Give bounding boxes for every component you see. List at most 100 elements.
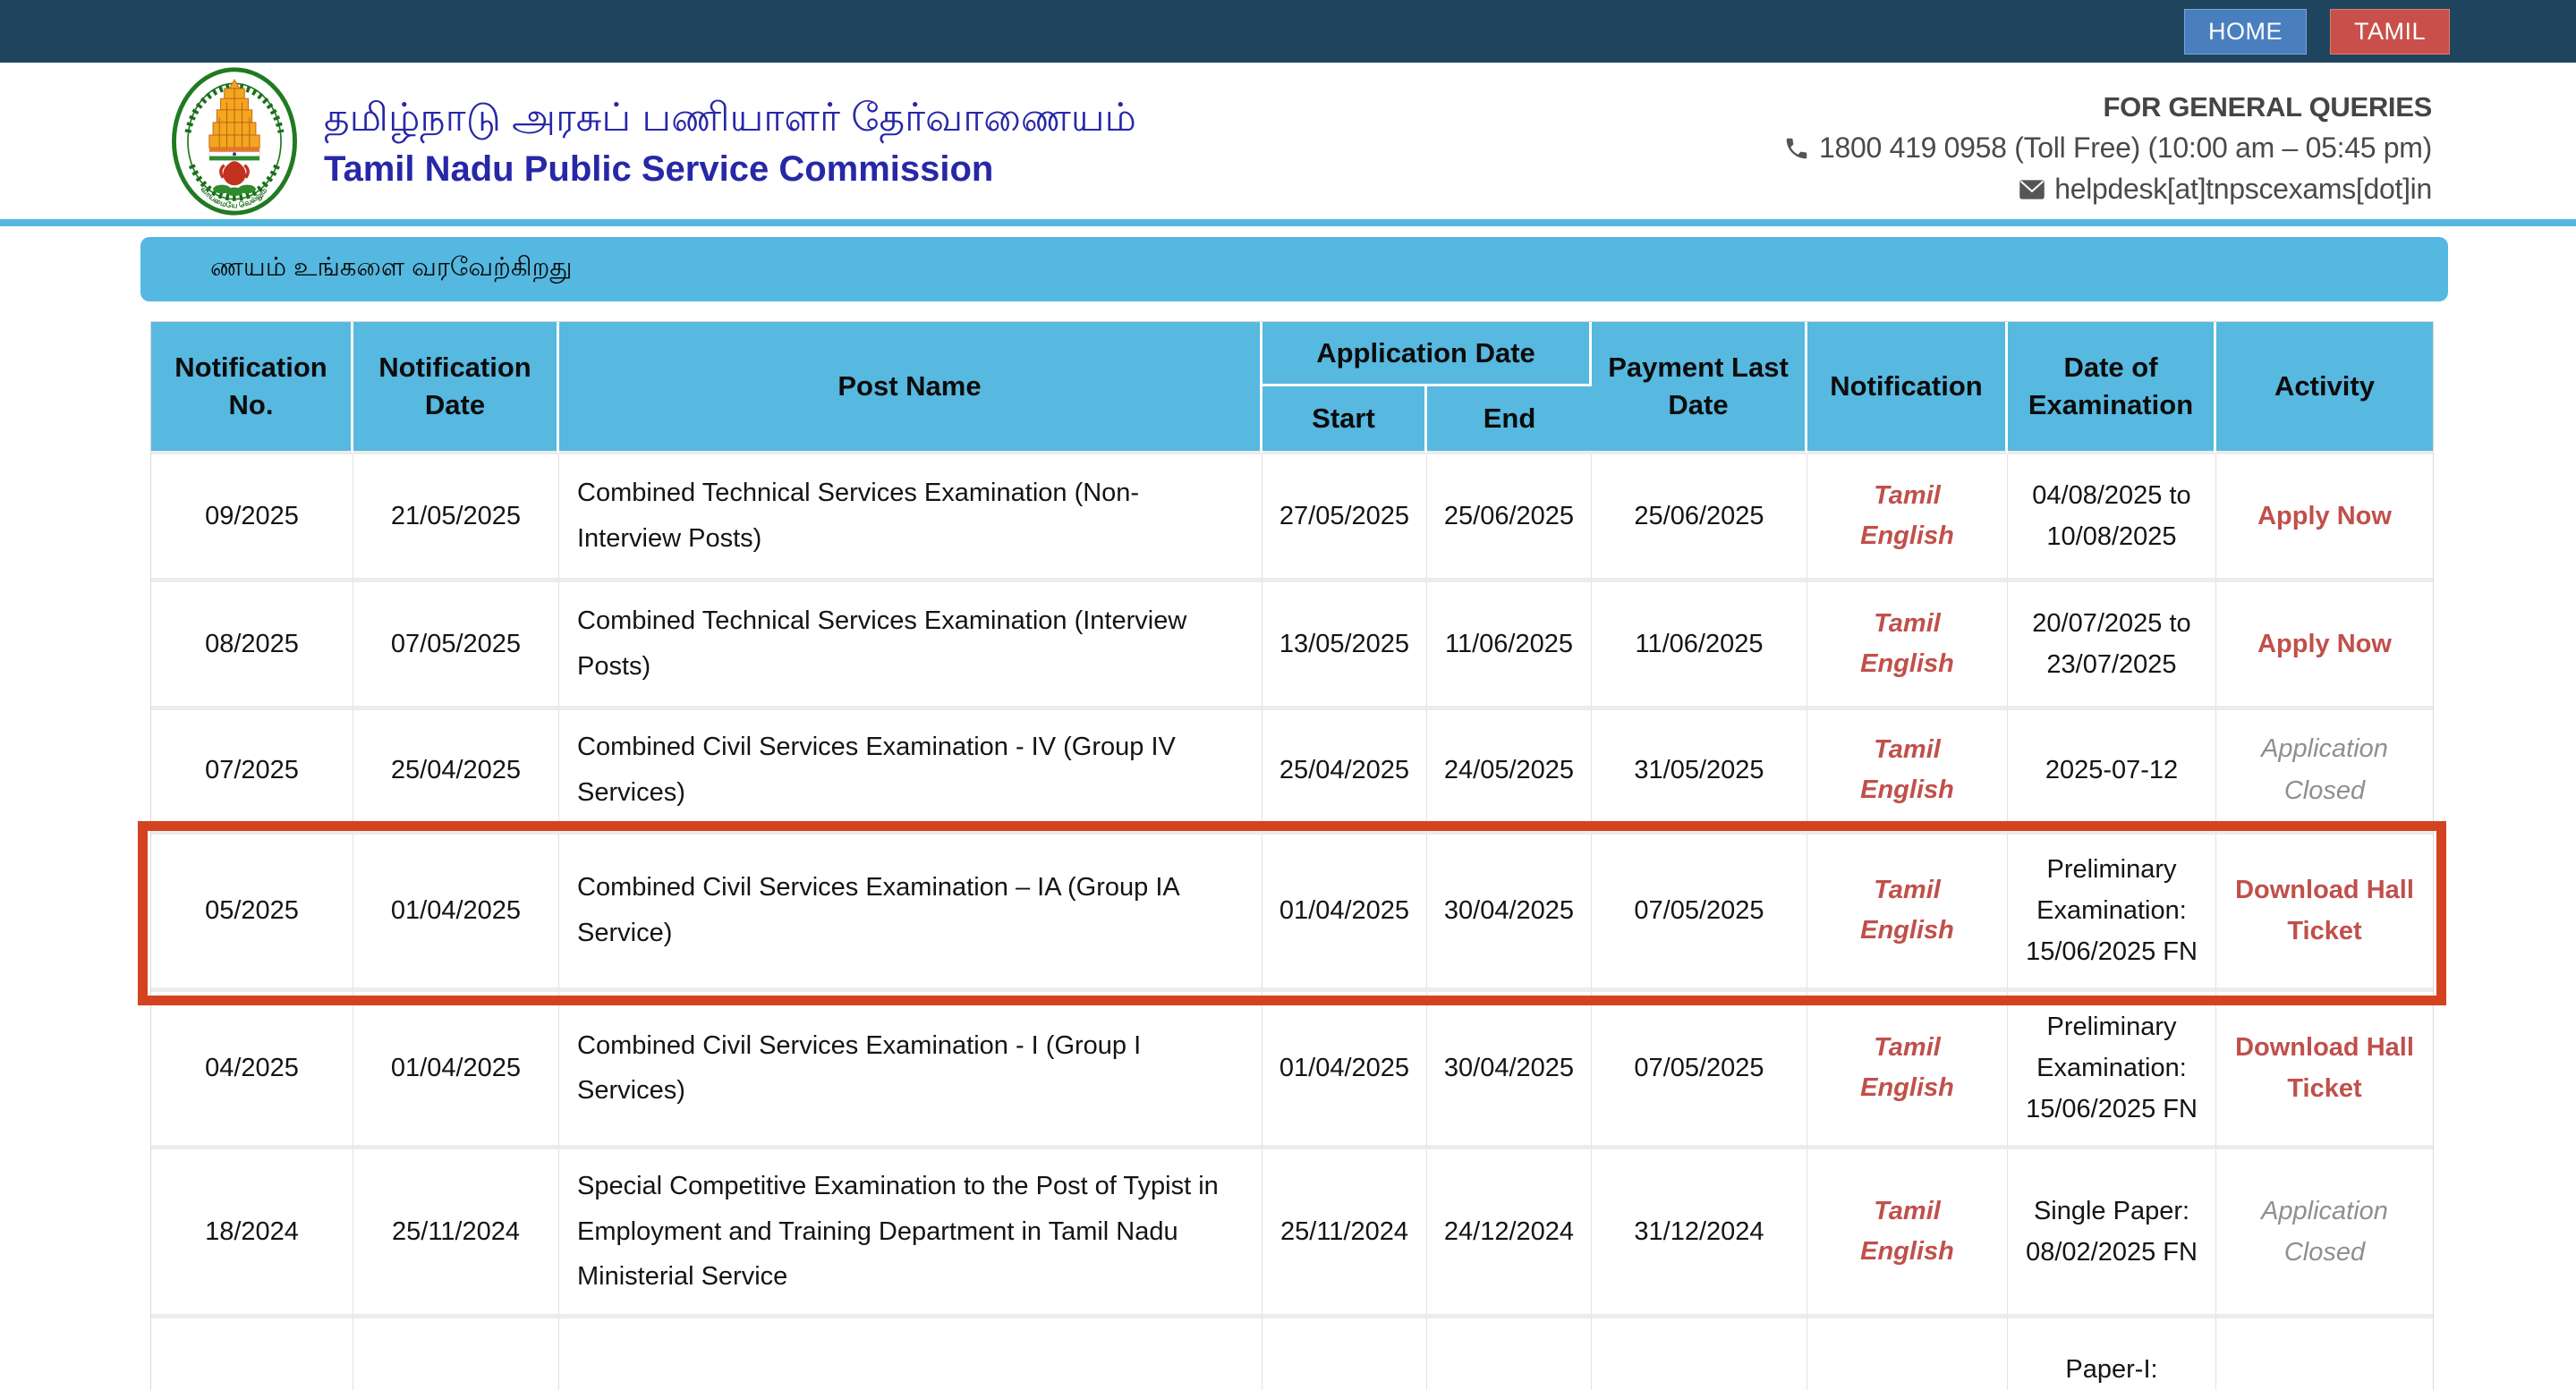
- table-row: 08/2025 07/05/2025 Combined Technical Se…: [151, 582, 2433, 710]
- cell-notification-date: 25/04/2025: [353, 710, 559, 835]
- cell-post-name: Combined Technical Services Examination …: [559, 582, 1262, 710]
- tnpsc-logo: வாய்மையே வெல்லும்: [157, 66, 311, 216]
- cell-post-name: [559, 1318, 1262, 1390]
- notifications-tbody: 09/2025 21/05/2025 Combined Technical Se…: [138, 454, 2446, 1390]
- cell-notification-no: 09/2025: [151, 454, 353, 582]
- contact-info: FOR GENERAL QUERIES 1800 419 0958 (Toll …: [1783, 91, 2432, 206]
- cell-application-end: [1427, 1318, 1592, 1390]
- notification-english-link[interactable]: English: [1860, 916, 1954, 945]
- home-button[interactable]: HOME: [2183, 8, 2307, 55]
- cell-notification-date: 01/04/2025: [353, 834, 559, 992]
- table-row: 04/2025 01/04/2025 Combined Civil Servic…: [151, 991, 2433, 1149]
- table-row: 07/2025 25/04/2025 Combined Civil Servic…: [151, 710, 2433, 835]
- cell-post-name: Combined Civil Services Examination - I …: [559, 991, 1262, 1149]
- cell-notification-links: Tamil English: [1807, 454, 2008, 582]
- cell-notification-no: [151, 1318, 353, 1390]
- marquee-text: ணயம் உங்களை வரவேற்கிறது: [210, 253, 573, 282]
- cell-notification-links: Tamil English: [1807, 1148, 2008, 1319]
- cell-notification-date: 21/05/2025: [353, 454, 559, 582]
- table-row: 18/2024 25/11/2024 Special Competitive E…: [151, 1148, 2433, 1319]
- col-header-date-of-examination: Date of Examination: [2008, 322, 2216, 454]
- download-hall-ticket-link[interactable]: Download Hall Ticket: [2235, 1032, 2414, 1104]
- email-address: helpdesk[at]tnpscexams[dot]in: [2054, 173, 2432, 205]
- notification-english-link[interactable]: English: [1860, 1236, 1954, 1266]
- table-row: Paper-I: 04/01/2025: [151, 1318, 2433, 1390]
- cell-application-start: [1262, 1318, 1427, 1390]
- cell-payment-last-date: 31/12/2024: [1592, 1148, 1807, 1319]
- cell-payment-last-date: 31/05/2025: [1592, 710, 1807, 835]
- table-row-highlighted: 05/2025 01/04/2025 Combined Civil Servic…: [138, 820, 2446, 1005]
- cell-application-end: 30/04/2025: [1427, 991, 1592, 1149]
- notification-tamil-link[interactable]: Tamil: [1874, 609, 1941, 639]
- col-header-activity: Activity: [2216, 322, 2433, 454]
- cell-payment-last-date: 07/05/2025: [1592, 991, 1807, 1149]
- cell-date-of-examination: 04/08/2025 to 10/08/2025: [2008, 454, 2216, 582]
- cell-payment-last-date: 25/06/2025: [1592, 454, 1807, 582]
- tamil-language-button[interactable]: TAMIL: [2329, 8, 2450, 55]
- cell-post-name: Combined Technical Services Examination …: [559, 454, 1262, 582]
- cell-application-end: 30/04/2025: [1427, 834, 1592, 992]
- cell-notification-date: 01/04/2025: [353, 991, 559, 1149]
- cell-application-start: 01/04/2025: [1262, 834, 1427, 992]
- email-line: helpdesk[at]tnpscexams[dot]in: [1783, 173, 2432, 206]
- cell-post-name: Combined Civil Services Examination - IV…: [559, 710, 1262, 835]
- notification-tamil-link[interactable]: Tamil: [1874, 481, 1941, 511]
- cell-date-of-examination: Single Paper: 08/02/2025 FN: [2008, 1148, 2216, 1319]
- col-header-notification-no: Notification No.: [151, 322, 353, 454]
- activity-status-closed: Application Closed: [2261, 1196, 2388, 1267]
- cell-notification-date: 07/05/2025: [353, 582, 559, 710]
- cell-notification-no: 07/2025: [151, 710, 353, 835]
- cell-activity: Download Hall Ticket: [2216, 991, 2433, 1149]
- activity-status-closed: Application Closed: [2261, 734, 2388, 805]
- email-icon: [2019, 179, 2045, 199]
- cell-activity: Apply Now: [2216, 454, 2433, 582]
- general-queries-heading: FOR GENERAL QUERIES: [2103, 91, 2433, 123]
- cell-post-name: Special Competitive Examination to the P…: [559, 1148, 1262, 1319]
- notification-tamil-link[interactable]: Tamil: [1874, 734, 1941, 764]
- phone-number: 1800 419 0958 (Toll Free) (10:00 am – 05…: [1819, 131, 2432, 164]
- col-header-application-date: Application Date: [1262, 322, 1592, 386]
- cell-application-end: 25/06/2025: [1427, 454, 1592, 582]
- cell-date-of-examination: Paper-I: 04/01/2025: [2008, 1318, 2216, 1390]
- cell-date-of-examination: 2025-07-12: [2008, 710, 2216, 835]
- notification-english-link[interactable]: English: [1860, 1073, 1954, 1103]
- cell-notification-date: 25/11/2024: [353, 1148, 559, 1319]
- cell-notification-links: Tamil English: [1807, 834, 2008, 992]
- col-header-start: Start: [1262, 386, 1427, 454]
- apply-now-link[interactable]: Apply Now: [2257, 629, 2392, 658]
- cell-activity: [2216, 1318, 2433, 1390]
- cell-activity: Download Hall Ticket: [2216, 834, 2433, 992]
- cell-notification-no: 18/2024: [151, 1148, 353, 1319]
- phone-line: 1800 419 0958 (Toll Free) (10:00 am – 05…: [1783, 131, 2432, 165]
- cell-activity: Application Closed: [2216, 710, 2433, 835]
- notification-english-link[interactable]: English: [1860, 521, 1954, 550]
- notification-tamil-link[interactable]: Tamil: [1874, 1033, 1941, 1063]
- col-header-payment-last-date: Payment Last Date: [1592, 322, 1807, 454]
- cell-application-start: 01/04/2025: [1262, 991, 1427, 1149]
- site-title-tamil: தமிழ்நாடு அரசுப் பணியாளர் தேர்வாணையம்: [324, 95, 1136, 140]
- cell-notification-links: [1807, 1318, 2008, 1390]
- cell-notification-no: 08/2025: [151, 582, 353, 710]
- cell-notification-links: Tamil English: [1807, 991, 2008, 1149]
- cell-payment-last-date: 11/06/2025: [1592, 582, 1807, 710]
- apply-now-link[interactable]: Apply Now: [2257, 501, 2392, 530]
- download-hall-ticket-link[interactable]: Download Hall Ticket: [2235, 875, 2414, 946]
- notifications-table-zone: Notification No. Notification Date Post …: [138, 321, 2446, 1390]
- cell-application-end: 24/05/2025: [1427, 710, 1592, 835]
- notification-english-link[interactable]: English: [1860, 775, 1954, 804]
- table-row: 09/2025 21/05/2025 Combined Technical Se…: [151, 454, 2433, 582]
- notification-tamil-link[interactable]: Tamil: [1874, 876, 1941, 905]
- cell-application-start: 13/05/2025: [1262, 582, 1427, 710]
- cell-application-end: 11/06/2025: [1427, 582, 1592, 710]
- cell-notification-no: 05/2025: [151, 834, 353, 992]
- site-title-english: Tamil Nadu Public Service Commission: [324, 148, 994, 189]
- cell-activity: Apply Now: [2216, 582, 2433, 710]
- notification-tamil-link[interactable]: Tamil: [1874, 1197, 1941, 1226]
- notification-english-link[interactable]: English: [1860, 649, 1954, 678]
- col-header-post-name: Post Name: [559, 322, 1262, 454]
- cell-date-of-examination: 20/07/2025 to 23/07/2025: [2008, 582, 2216, 710]
- cell-notification-date: [353, 1318, 559, 1390]
- site-header: வாய்மையே வெல்லும் தமிழ்நாடு அரசுப் பணியா…: [0, 63, 2576, 226]
- cell-post-name: Combined Civil Services Examination – IA…: [559, 834, 1262, 992]
- cell-application-start: 27/05/2025: [1262, 454, 1427, 582]
